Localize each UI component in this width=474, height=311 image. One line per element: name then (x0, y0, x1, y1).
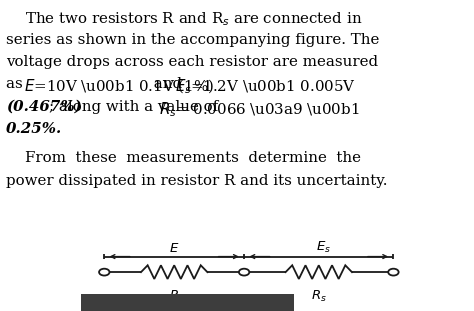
Text: $\mathbf{\mathit{R_s}}$= 0.0066 \u03a9 \u00b1: $\mathbf{\mathit{R_s}}$= 0.0066 \u03a9 \… (159, 100, 360, 118)
Circle shape (99, 269, 109, 276)
Text: From  these  measurements  determine  the: From these measurements determine the (6, 151, 361, 165)
Text: The two resistors R and R$_s$ are connected in: The two resistors R and R$_s$ are connec… (6, 10, 363, 28)
Text: (0.467%): (0.467%) (6, 100, 82, 114)
Text: voltage drops across each resistor are measured: voltage drops across each resistor are m… (6, 55, 378, 69)
Text: $E_s$: $E_s$ (316, 240, 331, 255)
Circle shape (239, 269, 249, 276)
Text: ; along with a value of: ; along with a value of (49, 100, 223, 114)
Text: $R$: $R$ (169, 289, 179, 302)
Text: power dissipated in resistor R and its uncertainty.: power dissipated in resistor R and its u… (6, 174, 388, 188)
Text: as: as (6, 77, 27, 91)
Text: and: and (149, 77, 187, 91)
Circle shape (388, 269, 399, 276)
Text: $\mathbf{\mathit{E_s}}$=1.2V \u00b1 0.005V: $\mathbf{\mathit{E_s}}$=1.2V \u00b1 0.00… (175, 77, 356, 96)
Text: $R_s$: $R_s$ (311, 289, 327, 304)
Text: $\mathbf{\mathit{E}}$=10V \u00b1 0.1V (1%): $\mathbf{\mathit{E}}$=10V \u00b1 0.1V (1… (24, 77, 214, 95)
Text: series as shown in the accompanying figure. The: series as shown in the accompanying figu… (6, 33, 380, 47)
FancyBboxPatch shape (81, 294, 294, 311)
Text: $E$: $E$ (169, 242, 179, 255)
Text: 0.25%.: 0.25%. (6, 122, 63, 136)
